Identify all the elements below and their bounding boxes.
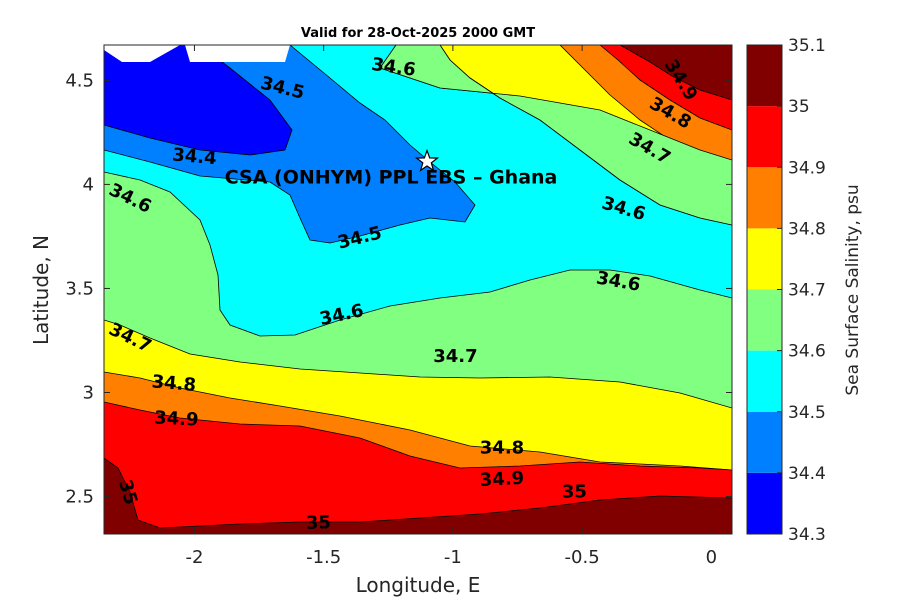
x-tick-label: 0 xyxy=(706,547,717,568)
contour-label: 34.9 xyxy=(479,468,524,491)
axes-frame xyxy=(103,44,733,535)
colorbar-tick-label: 34.9 xyxy=(788,158,826,178)
colorbar-tick-label: 34.7 xyxy=(788,281,826,301)
x-axis: -2 -1.5 -1 -0.5 0 xyxy=(185,45,717,568)
y-tick-label: 2.5 xyxy=(65,487,94,508)
colorbar-segment xyxy=(747,228,782,290)
band-35-bottom xyxy=(104,457,732,534)
x-tick-label: -1 xyxy=(444,547,462,568)
colorbar-tick-label: 34.4 xyxy=(788,464,826,484)
contour-label: 34.8 xyxy=(480,438,524,459)
colorbar-segment xyxy=(747,472,782,534)
x-tick-label: -0.5 xyxy=(565,547,600,568)
chart-title: Valid for 28-Oct-2025 2000 GMT xyxy=(301,26,535,41)
station-marker-group: CSA (ONHYM) PPL EBS – Ghana xyxy=(225,148,558,189)
band-34.9 xyxy=(104,401,732,534)
band-35-ne-darkred xyxy=(619,45,732,101)
x-tick-label: -1.5 xyxy=(306,547,341,568)
colorbar-segment xyxy=(747,350,782,412)
colorbar-tick-label: 35.1 xyxy=(788,36,826,56)
station-star-icon xyxy=(414,148,440,172)
y-axis-label: Latitude, N xyxy=(29,235,53,345)
colorbar: 34.3 34.4 34.5 34.6 34.7 34.8 34.9 35 35.1 xyxy=(746,36,826,545)
y-tick-label: 4 xyxy=(83,174,94,195)
x-tick-label: -2 xyxy=(185,547,203,568)
colorbar-segment xyxy=(747,45,782,107)
colorbar-tick-label: 34.5 xyxy=(788,403,826,423)
y-tick-label: 3 xyxy=(83,383,94,404)
colorbar-tick-label: 34.6 xyxy=(788,342,826,362)
colorbar-segment xyxy=(747,106,782,168)
y-tick-label: 4.5 xyxy=(65,70,94,91)
colorbar-segment xyxy=(747,411,782,473)
colorbar-tick-label: 34.8 xyxy=(788,219,826,239)
colorbar-tick-label: 35 xyxy=(788,97,810,117)
y-tick-label: 3.5 xyxy=(65,278,94,299)
station-label: CSA (ONHYM) PPL EBS – Ghana xyxy=(225,167,558,189)
colorbar-segment xyxy=(747,167,782,229)
contour-label: 35 xyxy=(306,512,332,534)
no-data-area xyxy=(104,45,180,62)
band-34.6-ne-green xyxy=(379,45,732,226)
contour-label: 34.4 xyxy=(171,144,217,169)
colorbar-label: Sea Surface Salinity, psu xyxy=(843,184,863,395)
no-data-strip xyxy=(185,45,290,62)
y-axis: 2.5 3 3.5 4 4.5 xyxy=(65,70,732,508)
contour-label: 35 xyxy=(562,481,587,502)
contour-plot-area: 34.634.534.434.634.534.634.7 34.734.834.9… xyxy=(104,45,732,534)
contour-label: 34.7 xyxy=(433,346,477,367)
x-axis-label: Longitude, E xyxy=(356,573,481,597)
contour-label: 34.9 xyxy=(154,407,199,430)
colorbar-tick-label: 34.3 xyxy=(788,525,826,545)
colorbar-segment xyxy=(747,289,782,351)
contour-label: 34.8 xyxy=(151,371,197,396)
